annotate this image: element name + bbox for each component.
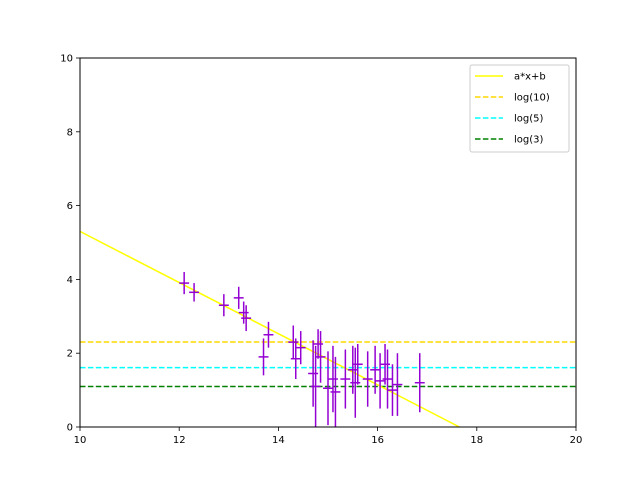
series-line-0 [80, 230, 460, 427]
data-point [362, 351, 373, 407]
x-tick-label: 20 [570, 435, 583, 446]
data-point [380, 343, 390, 385]
data-point [375, 353, 386, 409]
data-point [323, 351, 333, 426]
data-point [328, 345, 338, 413]
x-axis: 10 12 14 16 18 20 [74, 427, 583, 446]
data-point [189, 283, 200, 302]
data-point [258, 338, 269, 376]
data-point [310, 345, 321, 427]
y-axis: 0 2 4 6 8 10 [60, 54, 80, 434]
legend: a*x+b log(10) log(5) log(3) [469, 64, 570, 153]
data-point [330, 356, 341, 427]
y-tick-label: 8 [67, 127, 73, 138]
fit-line-layer [80, 230, 460, 427]
legend-label-1: log(10) [514, 93, 550, 104]
legend-label-3: log(3) [514, 135, 544, 146]
legend-box [469, 64, 570, 153]
data-point [218, 294, 229, 317]
y-tick-label: 6 [67, 201, 73, 212]
data-point [288, 325, 299, 359]
data-point [308, 340, 319, 407]
data-point [414, 353, 425, 413]
data-point [315, 331, 326, 383]
x-tick-label: 12 [173, 435, 186, 446]
data-point [370, 345, 381, 394]
x-tick-label: 18 [470, 435, 483, 446]
data-point [313, 329, 324, 359]
data-point [352, 343, 363, 385]
data-point [387, 364, 398, 416]
data-point [179, 272, 190, 295]
data-point [233, 286, 244, 309]
legend-label-2: log(5) [514, 114, 544, 125]
data-point [241, 305, 252, 332]
data-point [392, 353, 403, 416]
plot-frame [79, 57, 577, 428]
y-tick-label: 10 [60, 54, 73, 65]
x-tick-label: 14 [272, 435, 285, 446]
data-point [290, 338, 301, 380]
data-point [350, 347, 361, 418]
y-tick-label: 4 [67, 275, 73, 286]
y-tick-label: 2 [67, 349, 73, 360]
x-tick-label: 16 [371, 435, 384, 446]
errorbar-points [179, 272, 425, 427]
data-point [263, 321, 274, 348]
data-point [347, 345, 358, 394]
data-point [382, 349, 393, 409]
data-point [238, 301, 249, 324]
data-point [295, 331, 306, 365]
x-tick-label: 10 [74, 435, 87, 446]
legend-label-0: a*x+b [514, 72, 546, 83]
y-tick-label: 0 [67, 423, 73, 434]
data-point [340, 349, 351, 409]
